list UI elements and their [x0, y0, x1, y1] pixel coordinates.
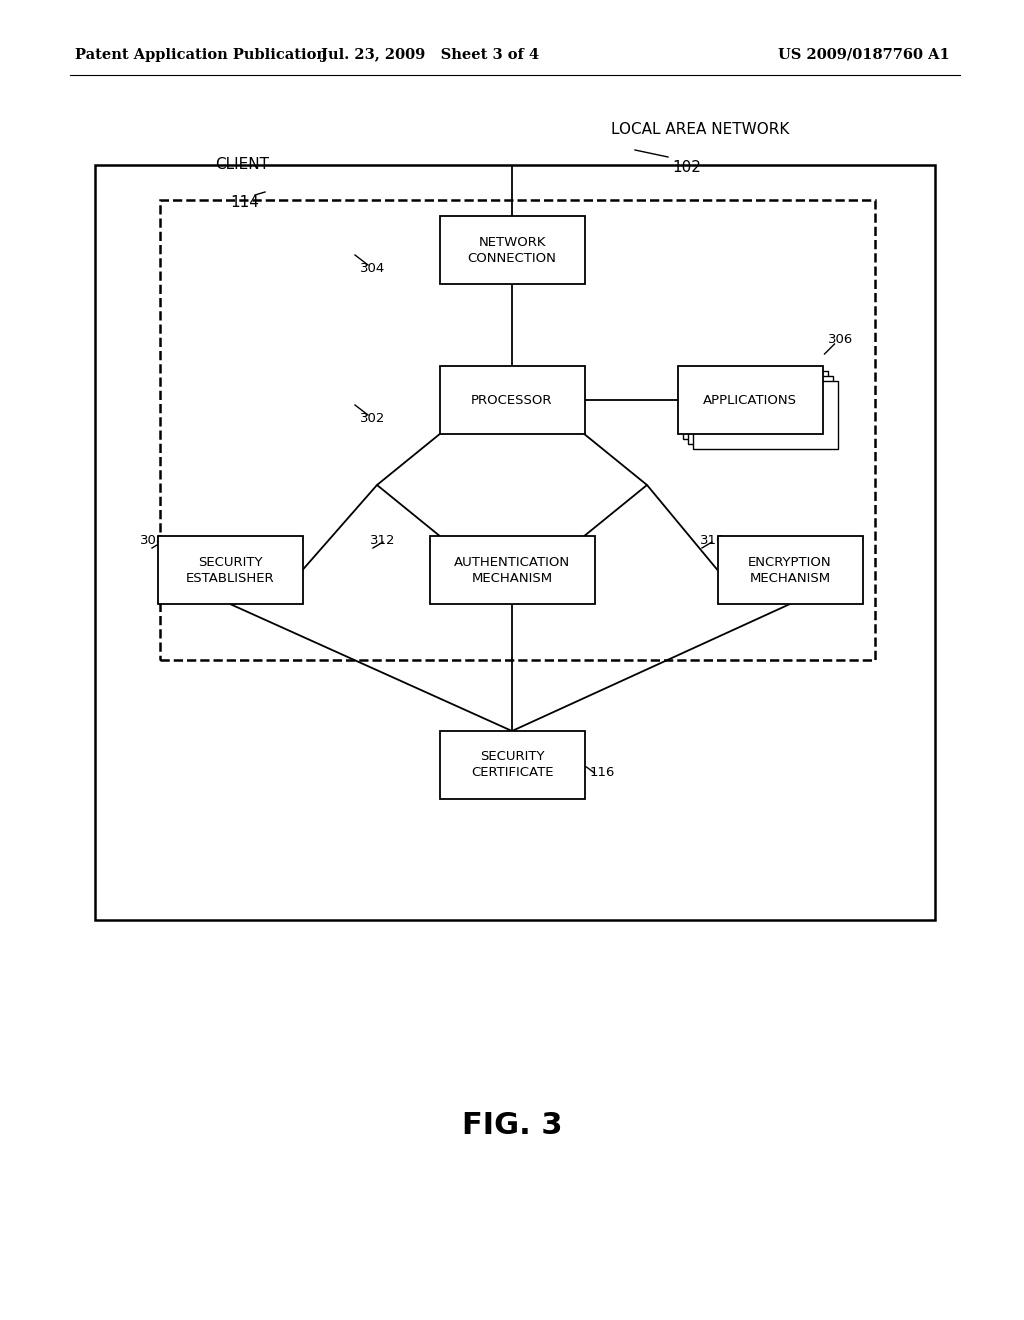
Bar: [439, 216, 585, 284]
Text: SECURITY
CERTIFICATE: SECURITY CERTIFICATE: [471, 751, 553, 780]
Bar: [429, 536, 595, 605]
Text: 304: 304: [360, 261, 385, 275]
Text: Patent Application Publication: Patent Application Publication: [75, 48, 327, 62]
Bar: [160, 201, 874, 660]
Text: 308: 308: [140, 533, 165, 546]
Bar: [678, 366, 822, 434]
Bar: [439, 731, 585, 799]
Text: PROCESSOR: PROCESSOR: [471, 393, 553, 407]
Text: FIG. 3: FIG. 3: [462, 1110, 562, 1139]
Text: 116: 116: [590, 767, 614, 780]
Text: 302: 302: [360, 412, 385, 425]
Text: 306: 306: [827, 333, 853, 346]
Text: SECURITY
ESTABLISHER: SECURITY ESTABLISHER: [185, 556, 274, 585]
Bar: [95, 165, 935, 920]
Bar: [692, 381, 838, 449]
Text: US 2009/0187760 A1: US 2009/0187760 A1: [778, 48, 950, 62]
Text: LOCAL AREA NETWORK: LOCAL AREA NETWORK: [610, 121, 790, 137]
Text: AUTHENTICATION
MECHANISM: AUTHENTICATION MECHANISM: [454, 556, 570, 585]
Bar: [439, 366, 585, 434]
Text: CLIENT: CLIENT: [215, 157, 269, 172]
Bar: [683, 371, 827, 440]
Text: 114: 114: [230, 195, 259, 210]
Text: 102: 102: [672, 160, 700, 176]
Text: NETWORK
CONNECTION: NETWORK CONNECTION: [468, 235, 556, 264]
Text: APPLICATIONS: APPLICATIONS: [703, 393, 797, 407]
Text: Jul. 23, 2009   Sheet 3 of 4: Jul. 23, 2009 Sheet 3 of 4: [321, 48, 539, 62]
Text: 312: 312: [370, 533, 395, 546]
Bar: [158, 536, 302, 605]
Bar: [718, 536, 862, 605]
Bar: [687, 376, 833, 444]
Text: 310: 310: [700, 533, 725, 546]
Text: ENCRYPTION
MECHANISM: ENCRYPTION MECHANISM: [749, 556, 831, 585]
